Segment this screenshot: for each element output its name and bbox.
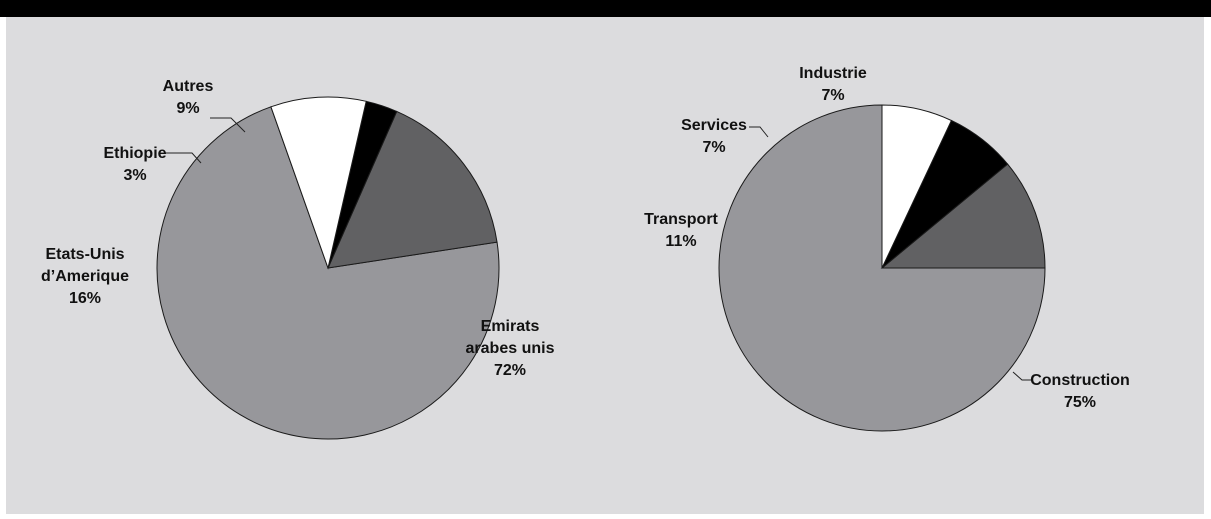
pie-slice-etats-unis-d-amerique: [327, 110, 498, 269]
slice-label-emirats-arabes-unis: Emirats arabes unis 72%: [466, 318, 555, 379]
slice-percent: 3%: [123, 167, 146, 184]
slice-label-line: Etats-Unis: [45, 246, 124, 263]
leader-line-ethiopie: [165, 152, 202, 164]
pie-slice-autres: [270, 96, 367, 270]
slice-label-transport: Transport 11%: [644, 211, 718, 250]
slice-label-autres: Autres 9%: [163, 78, 214, 117]
slice-label-line: Transport: [644, 211, 718, 228]
pie-chart-1: Emirats arabes unis 72% Etats-Unis d’Ameriqu…: [41, 78, 555, 440]
slice-percent: 16%: [69, 290, 101, 307]
slice-label-line: Ethiopie: [103, 145, 166, 162]
slice-label-line: Industrie: [799, 65, 867, 82]
slice-label-construction: Construction 75%: [1030, 372, 1130, 411]
slice-label-line: Autres: [163, 78, 214, 95]
pie-slice-industrie: [881, 104, 953, 269]
slice-percent: 75%: [1064, 394, 1096, 411]
slice-percent: 7%: [702, 139, 725, 156]
slice-label-industrie: Industrie 7%: [799, 65, 867, 104]
slice-percent: 9%: [176, 100, 199, 117]
slice-label-line: d’Amerique: [41, 268, 129, 285]
figure-header-bar: [0, 0, 1211, 17]
slice-percent: 11%: [665, 233, 696, 250]
pie-slice-emirats-arabes-unis: [156, 106, 500, 440]
slice-label-services: Services 7%: [681, 117, 747, 156]
slice-label-line: arabes unis: [466, 340, 555, 357]
slice-label-line: Services: [681, 117, 747, 134]
pie-chart-2: Construction 75%Transport 11%Services 7%Ind…: [644, 65, 1130, 432]
slice-percent: 72%: [494, 362, 526, 379]
pie-slice-transport: [880, 163, 1046, 269]
slice-label-ethiopie: Ethiopie 3%: [103, 145, 166, 184]
leader-line-autres: [210, 117, 246, 133]
slice-label-etats-unis-d-amerique: Etats-Unis d’Amerique 16%: [41, 246, 129, 307]
leader-line-services: [749, 126, 769, 138]
slice-label-line: Emirats: [481, 318, 540, 335]
slice-label-line: Construction: [1030, 372, 1130, 389]
leader-line-construction: [1012, 371, 1032, 381]
slice-percent: 7%: [821, 87, 844, 104]
pie-slice-construction: [718, 104, 1046, 432]
